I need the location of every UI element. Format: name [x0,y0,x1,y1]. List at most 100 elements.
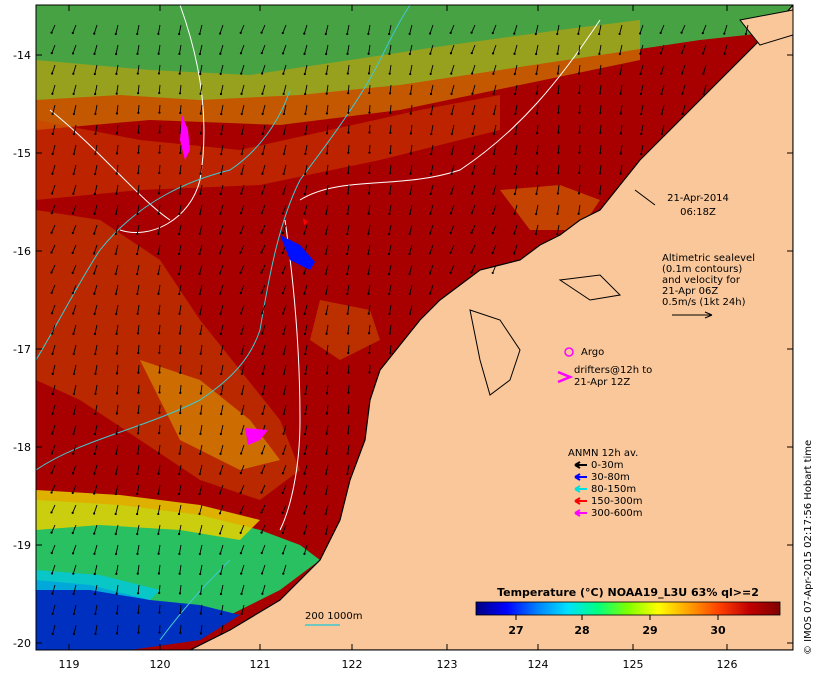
velocity-arrow-head [470,271,473,274]
velocity-arrow-head [347,391,350,394]
velocity-arrow-head [261,412,264,415]
velocity-arrow [557,204,560,214]
velocity-arrow [283,144,287,155]
lat-tick-label: -16 [13,245,31,258]
velocity-arrow-head [240,612,243,616]
velocity-arrow [136,24,140,35]
velocity-arrow-head [72,332,75,335]
velocity-arrow-head [471,172,474,175]
velocity-arrow [115,504,119,515]
colorbar-title: Temperature (°C) NOAA19_L3U 63% ql>=2 [497,586,759,599]
velocity-arrow [346,244,350,255]
velocity-arrow [492,24,497,34]
velocity-arrow [51,84,56,94]
colorbar-tick: 29 [642,624,657,637]
velocity-arrow [219,244,224,254]
velocity-arrow-head [389,352,392,355]
velocity-arrow-head [114,292,118,296]
velocity-arrow-head [199,612,202,615]
velocity-arrow-head [72,412,75,416]
velocity-arrow [94,84,98,95]
velocity-arrow [514,204,518,214]
velocity-arrow-head [388,52,391,55]
velocity-arrow-head [136,52,139,55]
velocity-arrow-head [72,372,76,376]
velocity-arrow [240,444,245,454]
velocity-arrow-head [179,631,182,634]
sst-east-patch [500,185,600,230]
velocity-arrow [240,304,245,314]
velocity-arrow [513,24,518,34]
velocity-arrow-head [303,272,306,275]
velocity-arrow-head [199,112,202,115]
velocity-arrow-head [470,212,473,215]
velocity-arrow-head [115,92,118,95]
velocity-arrow [347,444,350,454]
velocity-arrow [72,524,77,534]
velocity-arrow [220,164,224,175]
velocity-arrow-head [303,232,306,235]
velocity-arrow [283,84,287,95]
velocity-arrow [347,184,350,194]
velocity-arrow [620,124,623,134]
colorbar-tick: 30 [710,624,726,637]
velocity-arrow-head [240,172,243,175]
velocity-arrow [723,24,728,34]
velocity-arrow [368,104,371,113]
velocity-arrow-head [513,192,516,196]
velocity-arrow [158,344,161,353]
velocity-arrow [115,204,119,215]
velocity-arrow [200,584,203,594]
velocity-arrow [73,144,77,155]
velocity-arrow [409,64,413,75]
colorbar: Temperature (°C) NOAA19_L3U 63% ql>=2 27… [475,586,781,637]
velocity-arrow-head [199,592,202,595]
velocity-arrow [94,324,98,335]
velocity-arrow [304,544,308,554]
velocity-arrow-head [282,452,285,455]
velocity-arrow [368,44,371,54]
velocity-arrow [199,544,203,555]
velocity-arrow [94,344,98,355]
velocity-arrow [51,504,56,513]
velocity-arrow-head [471,152,474,156]
velocity-arrow-head [598,92,602,95]
velocity-arrow-head [240,452,243,455]
velocity-arrow-head [71,231,74,235]
velocity-arrow [410,144,413,154]
velocity-arrow-head [303,472,306,475]
velocity-arrow-head [638,32,642,35]
velocity-arrow [137,604,140,613]
velocity-arrow-head [178,292,181,296]
velocity-arrow [471,204,476,214]
velocity-arrow [241,584,245,594]
velocity-arrow-head [304,172,307,176]
velocity-arrow-head [198,472,201,476]
velocity-arrow [303,484,308,494]
velocity-arrow [430,124,434,135]
velocity-arrow-head [157,232,160,235]
velocity-arrow [660,24,665,34]
velocity-arrow [157,504,161,515]
velocity-arrow [681,64,686,74]
velocity-arrow-head [408,52,412,56]
velocity-arrow [409,24,413,35]
velocity-arrow [52,144,56,155]
velocity-arrow [493,124,497,135]
velocity-arrow-head [282,172,285,176]
velocity-arrow [682,104,686,115]
velocity-arrow-head [219,592,223,596]
velocity-arrow [471,224,476,233]
velocity-arrow-head [261,132,264,136]
velocity-arrow [429,24,434,34]
velocity-arrow [388,204,392,214]
velocity-arrow-head [220,112,223,116]
velocity-arrow [73,624,77,635]
velocity-arrow [410,84,413,94]
velocity-arrow [325,184,329,194]
velocity-arrow [620,144,623,154]
velocity-arrow [240,284,245,294]
velocity-arrow-head [325,192,328,195]
velocity-arrow [219,524,224,534]
velocity-arrow [72,184,77,194]
